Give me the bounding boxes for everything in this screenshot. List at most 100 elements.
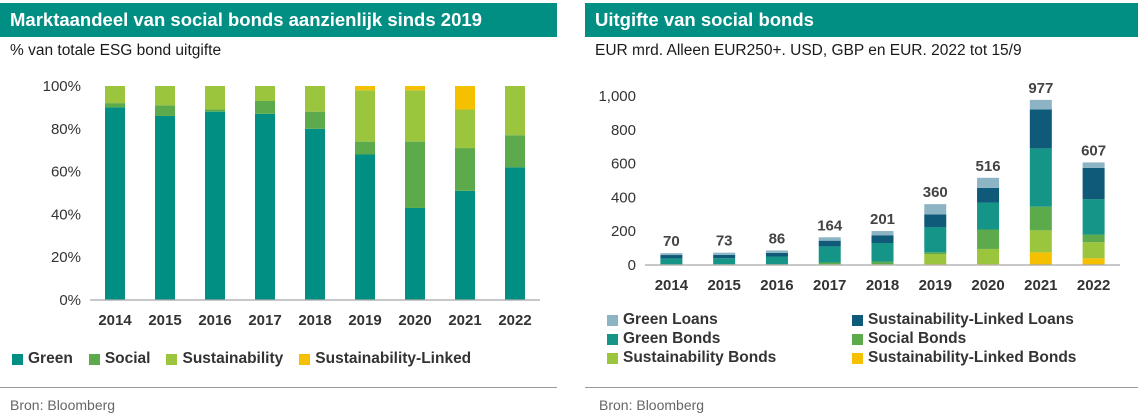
chart-subtitle: EUR mrd. Alleen EUR250+. USD, GBP en EUR… xyxy=(595,42,1022,59)
total-data-label: 516 xyxy=(976,158,1001,175)
legend-swatch xyxy=(607,352,618,364)
bar-segment-green-loans xyxy=(660,253,683,256)
bar-segment-green-loans xyxy=(924,204,947,215)
legend-swatch xyxy=(852,333,863,345)
bar-segment-green-bonds xyxy=(1082,199,1105,235)
legend-item-sustainability-linked-bonds: Sustainability-Linked Bonds xyxy=(852,349,1122,367)
bar-segment-green-loans xyxy=(1029,99,1052,110)
x-tick-label: 2021 xyxy=(1024,277,1057,294)
legend-label: Sustainability-Linked Loans xyxy=(868,311,1074,328)
source-note: Bron: Bloomberg xyxy=(10,397,116,413)
bar-segment-social xyxy=(205,109,225,112)
bar-segment-green xyxy=(505,167,525,300)
legend-swatch xyxy=(88,353,100,365)
bar-segment-green-loans xyxy=(765,250,788,253)
chart-title: Marktaandeel van social bonds aanzienlij… xyxy=(0,3,557,37)
footer-divider xyxy=(585,387,1138,388)
bar-segment-social xyxy=(455,148,475,191)
y-tick-label: 800 xyxy=(611,122,636,139)
right-panel: Uitgifte van social bonds EUR mrd. Allee… xyxy=(585,0,1143,420)
legend-swatch xyxy=(607,314,618,326)
x-tick-label: 2015 xyxy=(707,277,740,294)
bar-segment-green-bonds xyxy=(765,256,788,265)
bar-segment-sustainability-linked xyxy=(405,86,425,91)
bar-segment-green-bonds xyxy=(660,258,683,265)
bar-segment-social xyxy=(155,105,175,116)
y-tick-label: 0 xyxy=(628,257,636,274)
x-tick-label: 2020 xyxy=(398,312,431,329)
bar-segment-sustainability xyxy=(355,90,375,142)
bar-segment-green xyxy=(205,111,225,301)
bar-segment-green-bonds xyxy=(713,258,736,265)
bar-segment-green-loans xyxy=(1082,162,1105,168)
y-tick-label: 100% xyxy=(43,78,81,95)
bar-segment-green-loans xyxy=(871,231,894,236)
total-data-label: 86 xyxy=(769,230,786,247)
legend-item-green-bonds: Green Bonds xyxy=(607,330,852,348)
bar-segment-sustainability xyxy=(205,86,225,110)
total-data-label: 70 xyxy=(663,233,680,250)
bar-segment-green xyxy=(255,113,275,300)
legend-label: Green Bonds xyxy=(623,330,721,347)
bar-segment-social-bonds xyxy=(1029,206,1052,231)
total-data-label: 360 xyxy=(923,184,948,201)
bar-segment-green xyxy=(305,128,325,300)
chart-legend: Green Loans Sustainability-Linked Loans … xyxy=(607,311,1122,367)
bar-segment-sustainability xyxy=(155,86,175,106)
bar-segment-social-bonds xyxy=(1082,234,1105,243)
bar-segment-social xyxy=(505,135,525,168)
footer-divider xyxy=(0,387,557,388)
bar-segment-sustainability-bonds xyxy=(977,248,1000,265)
y-tick-label: 400 xyxy=(611,189,636,206)
bar-segment-green-bonds xyxy=(818,246,841,263)
bar-segment-sustainability-linked-loans xyxy=(713,254,736,259)
bar-segment-green xyxy=(405,207,425,300)
bar-segment-sustainability-linked-loans xyxy=(977,187,1000,203)
x-tick-label: 2017 xyxy=(813,277,846,294)
legend-item-social: Social xyxy=(88,350,150,368)
bar-segment-sustainability-linked-loans xyxy=(765,252,788,257)
legend-item-green: Green xyxy=(12,350,73,368)
bar-segment-green-bonds xyxy=(924,226,947,253)
y-tick-label: 20% xyxy=(51,249,81,266)
x-tick-label: 2022 xyxy=(1077,277,1110,294)
legend-swatch xyxy=(166,353,178,365)
x-tick-label: 2017 xyxy=(248,312,281,329)
legend-label: Green xyxy=(28,350,73,367)
legend-label: Sustainability Bonds xyxy=(623,349,777,366)
bar-segment-sustainability xyxy=(105,86,125,104)
bar-segment-sustainability-linked-loans xyxy=(924,214,947,227)
bar-segment-social xyxy=(405,141,425,208)
bar-segment-green xyxy=(105,107,125,301)
legend-label: Sustainability-Linked xyxy=(315,350,472,367)
total-data-label: 73 xyxy=(716,233,733,250)
bar-segment-sustainability-bonds xyxy=(1029,230,1052,253)
x-tick-label: 2019 xyxy=(348,312,381,329)
y-tick-label: 1,000 xyxy=(598,88,636,105)
bar-segment-sustainability xyxy=(455,109,475,149)
legend-swatch xyxy=(852,314,863,326)
legend-label: Sustainability xyxy=(182,350,284,367)
y-tick-label: 200 xyxy=(611,223,636,240)
bar-segment-social xyxy=(305,111,325,129)
legend-item-sustainability: Sustainability xyxy=(166,350,283,368)
chart-title: Uitgifte van social bonds xyxy=(585,3,1138,37)
x-tick-label: 2015 xyxy=(148,312,181,329)
x-tick-label: 2016 xyxy=(198,312,231,329)
legend-item-social-bonds: Social Bonds xyxy=(852,330,1122,348)
bar-segment-green xyxy=(355,154,375,300)
issuance-chart: 0 200 400 600 800 1,000 2014 70 2015 73 2016 86 2017… xyxy=(598,80,1120,294)
total-data-label: 977 xyxy=(1028,80,1053,97)
bar-segment-sustainability-linked-bonds xyxy=(1029,252,1052,265)
bar-segment-green-bonds xyxy=(871,243,894,262)
legend-swatch xyxy=(299,353,311,365)
x-tick-label: 2021 xyxy=(448,312,481,329)
x-tick-label: 2019 xyxy=(919,277,952,294)
x-tick-label: 2022 xyxy=(498,312,531,329)
bar-segment-green-loans xyxy=(818,237,841,241)
bar-segment-sustainability-linked-loans xyxy=(818,240,841,247)
source-note: Bron: Bloomberg xyxy=(599,397,705,413)
bar-segment-sustainability xyxy=(305,86,325,112)
bar-segment-sustainability-linked xyxy=(355,86,375,91)
x-tick-label: 2018 xyxy=(298,312,331,329)
